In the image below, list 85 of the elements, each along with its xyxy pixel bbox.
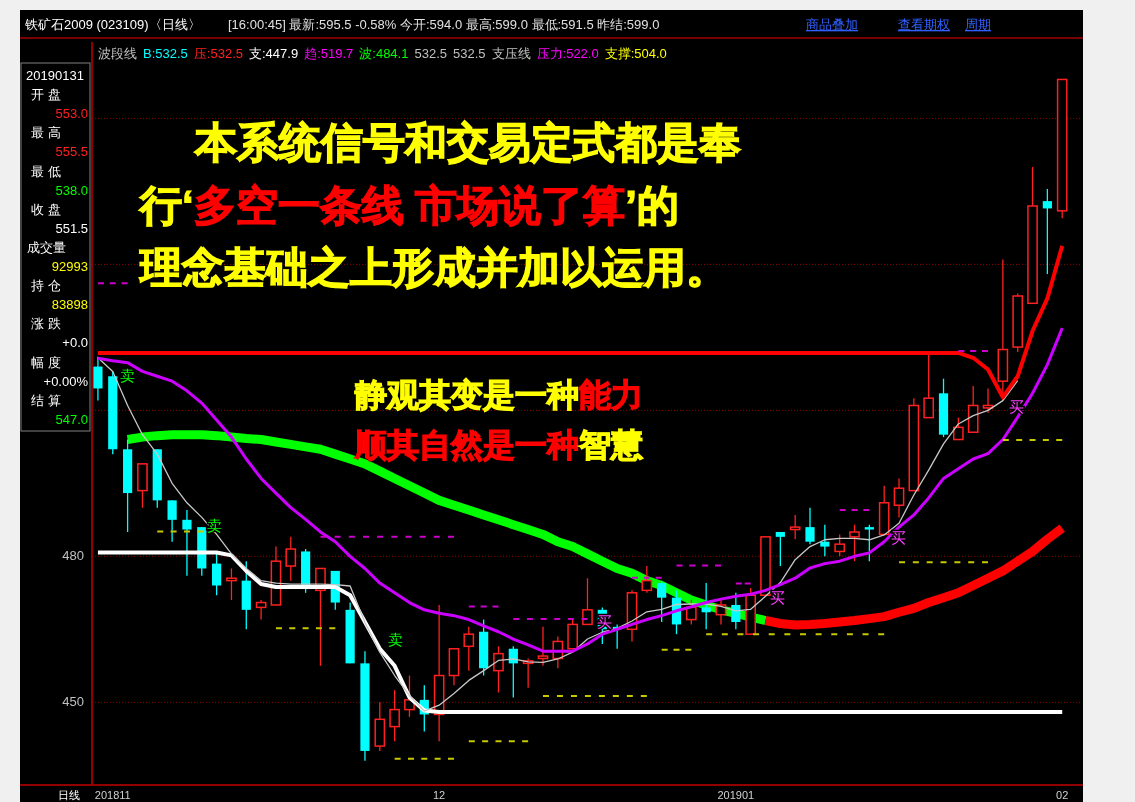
- annotation: 智慧: [578, 427, 643, 463]
- text: 83898: [51, 297, 88, 313]
- x-tick-label: 12: [433, 789, 446, 801]
- annotation: 波段线: [98, 46, 137, 61]
- annotation: 支:447.9: [248, 46, 299, 61]
- annotation: 多空一条线 市场说了算: [193, 182, 626, 229]
- annotation: 卖: [119, 367, 135, 384]
- text: 最 高: [31, 125, 61, 141]
- candlestick: [893, 477, 905, 519]
- candlestick: [182, 509, 192, 577]
- annotation: 支压线: [491, 46, 531, 61]
- candlestick: [641, 565, 653, 594]
- candlestick: [255, 599, 267, 621]
- candlestick: [864, 524, 874, 562]
- candlestick: [731, 592, 741, 630]
- candlestick: [389, 689, 400, 742]
- text: 持 仓: [31, 278, 61, 294]
- candlestick: [657, 579, 667, 623]
- text: 成交量: [26, 239, 66, 255]
- annotation: 行‘: [138, 182, 194, 229]
- candlestick: [167, 499, 177, 543]
- text: +0.00%: [43, 373, 89, 389]
- text: 553.0: [55, 106, 88, 122]
- candlestick: [93, 356, 103, 402]
- candlestick: [789, 514, 801, 540]
- candlestick: [849, 524, 860, 562]
- annotation: 顺其自然是一种: [354, 427, 579, 463]
- candlestick: [820, 524, 830, 557]
- text: 20190131: [26, 68, 84, 83]
- chart-subtitle: [16:00:45] 最新:595.5 -0.58% 今开:594.0 最高:599.0 最低:591.5 昨结:599.0: [228, 17, 660, 32]
- text: 555.5: [55, 144, 88, 160]
- annotation: 卖: [387, 631, 403, 648]
- candlestick: [982, 387, 994, 414]
- candlestick: [775, 531, 785, 567]
- text: 商品叠加: [806, 17, 858, 32]
- annotation: 买: [890, 529, 906, 546]
- annotation: 532.5: [453, 46, 486, 61]
- x-tick-label: 02: [1056, 789, 1069, 801]
- text: 开 盘: [31, 87, 61, 103]
- annotation: 压:532.5: [193, 46, 243, 61]
- annotation: 买: [769, 589, 785, 606]
- candlestick: [701, 582, 711, 630]
- candlestick: [805, 507, 815, 545]
- text: +0.0: [62, 335, 88, 351]
- candlestick: [285, 536, 297, 582]
- candlestick: [1042, 188, 1052, 275]
- candlestick: [953, 416, 964, 441]
- candlestick: [493, 645, 504, 694]
- annotation: 理念基础之上形成并加以运用。: [138, 244, 728, 291]
- candlestick: [834, 533, 846, 557]
- text: 538.0: [55, 182, 88, 198]
- text: 收 盘: [31, 201, 61, 217]
- annotation: 本系统信号和交易定式都是奉: [194, 119, 741, 166]
- annotation: B:532.5: [143, 46, 188, 61]
- annotation: 波:484.1: [359, 46, 409, 61]
- y-tick-label: 480: [62, 548, 84, 564]
- text: 查看期权: [898, 17, 950, 32]
- chart-title: 铁矿石2009 (023109)〈日线〉: [24, 17, 201, 32]
- text: 幅 度: [31, 354, 61, 370]
- annotation: 卖: [206, 517, 222, 534]
- line-series: [95, 550, 1065, 715]
- annotation: ’的: [625, 182, 680, 229]
- annotation: 买: [1008, 398, 1024, 415]
- candlestick: [537, 626, 549, 667]
- text: 日线: [58, 789, 80, 801]
- text: 结 算: [31, 392, 61, 408]
- x-tick-label: 201811: [94, 789, 131, 801]
- text: 551.5: [55, 220, 88, 236]
- text: 92993: [51, 259, 88, 274]
- annotation: 支撑:504.0: [604, 46, 667, 61]
- x-tick-label: 201901: [717, 789, 755, 801]
- text: 周期: [965, 17, 991, 32]
- text: 最 低: [31, 163, 61, 179]
- candlestick: [582, 577, 593, 626]
- annotation: 532.5: [414, 46, 447, 61]
- annotation: 压力:522.0: [536, 46, 599, 61]
- candlestick: [212, 553, 222, 596]
- candlestick: [226, 567, 237, 601]
- candlestick: [463, 626, 475, 672]
- y-tick-label: 450: [62, 694, 84, 710]
- annotation: 能力: [579, 377, 643, 413]
- annotation: 静观其变是一种: [354, 377, 579, 413]
- text: 547.0: [55, 411, 88, 427]
- annotation: 趋:519.7: [304, 46, 354, 61]
- text: 涨 跌: [31, 316, 61, 332]
